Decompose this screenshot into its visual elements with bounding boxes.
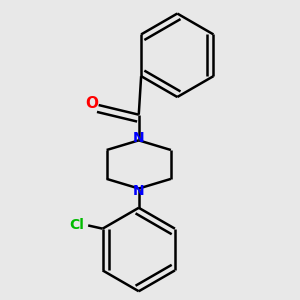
Text: Cl: Cl <box>70 218 84 232</box>
Text: O: O <box>85 96 98 111</box>
Text: N: N <box>133 184 145 198</box>
Text: N: N <box>133 131 145 145</box>
